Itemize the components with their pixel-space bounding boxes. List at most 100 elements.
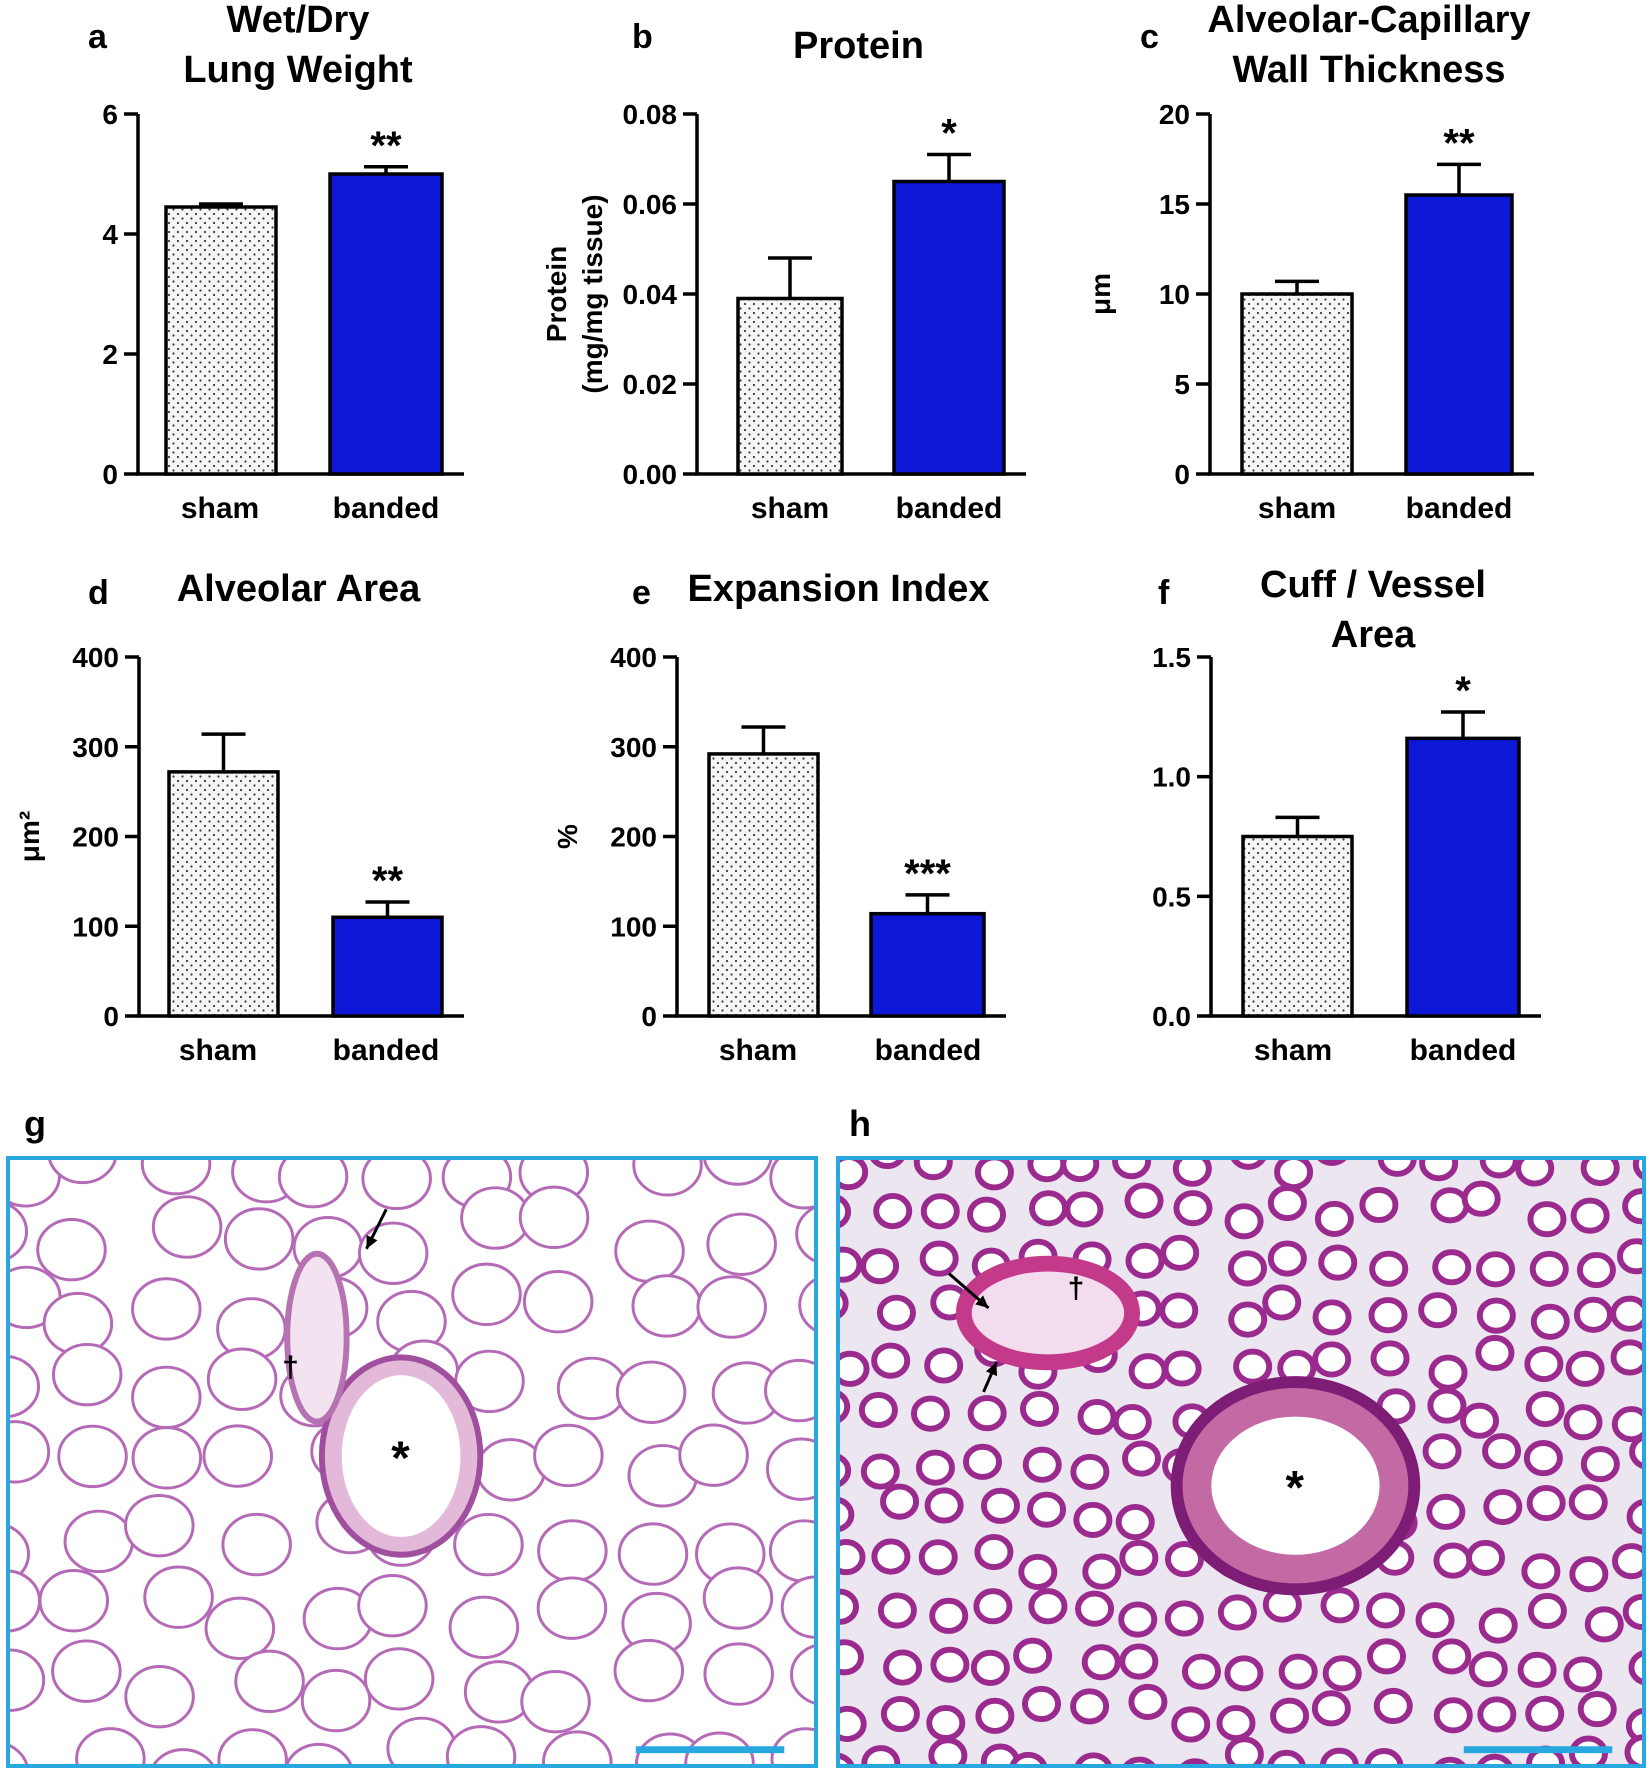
alveolus (1521, 1553, 1561, 1590)
alveolus (1180, 1758, 1210, 1764)
alveolus (1021, 1685, 1062, 1723)
alveolus (918, 1539, 958, 1576)
alveolus (1009, 1751, 1047, 1764)
alveolus (1433, 1542, 1473, 1579)
alveolus (876, 1294, 916, 1331)
alveolus (363, 1647, 435, 1711)
alveolus (124, 1664, 195, 1729)
y-tick-label-e: 200 (610, 822, 657, 853)
x-tick-label-f: banded (1410, 1034, 1517, 1067)
alveolus (930, 1646, 970, 1683)
alveolus (1171, 1706, 1211, 1743)
alveolus (790, 1644, 814, 1705)
alveolus (798, 1278, 814, 1332)
y-tick-label-f: 1.5 (1152, 642, 1191, 673)
alveolus (1159, 1292, 1199, 1329)
alveolus (920, 1193, 960, 1230)
alveolus (1270, 1697, 1310, 1734)
alveolus (926, 1704, 966, 1742)
chart-title-f: Area (1331, 614, 1416, 656)
alveolus (877, 1592, 917, 1629)
alveolus (300, 1668, 372, 1733)
alveolus (703, 1160, 773, 1186)
alveolus (678, 1423, 749, 1487)
y-tick-label-c: 20 (1159, 99, 1190, 130)
y-axis-label-d: μm² (14, 811, 45, 862)
alveolus (1622, 1188, 1642, 1225)
alveolus (1468, 1651, 1508, 1688)
alveolus (1628, 1650, 1642, 1685)
cuff-arrowhead (366, 1235, 378, 1249)
alveolus (873, 1192, 913, 1230)
alveolus (1022, 1446, 1062, 1483)
alveolus (1482, 1433, 1522, 1470)
chart-title-b: Protein (793, 25, 924, 67)
alveolus (451, 1262, 522, 1327)
chart-c: c Alveolar-Capillary Wall Thickness 0 5 10 15 2… (1085, 0, 1534, 525)
panel-label-g: g (24, 1103, 46, 1144)
alveolus (75, 1727, 146, 1764)
vessel-wall (955, 1255, 1141, 1371)
alveolus (929, 1597, 969, 1634)
bar-e-banded (869, 911, 986, 1018)
alveolus (1523, 1440, 1563, 1477)
alveolus (10, 1355, 40, 1418)
y-axis-label-b: Protein (541, 246, 572, 342)
alveolus (1267, 1749, 1306, 1764)
alveolus (632, 1160, 703, 1197)
bar-b-sham (736, 296, 844, 476)
alveolus (357, 1573, 428, 1638)
alveolus (840, 1705, 867, 1742)
panel-label-d: d (88, 574, 109, 612)
alveolus (285, 1742, 352, 1764)
alveolus (975, 1697, 1015, 1734)
alveolus (1075, 1752, 1112, 1764)
alveolus (1233, 1348, 1273, 1385)
vessel-wall (284, 1250, 350, 1425)
alveolus (1216, 1705, 1256, 1742)
chart-f: f Cuff / Vessel Area 0.0 0.5 1.0 1.5 sham * bande… (1152, 564, 1541, 1067)
y-tick-label-d: 100 (72, 911, 119, 942)
bar-f-sham (1241, 834, 1354, 1018)
bar-f-banded (1405, 736, 1521, 1018)
alveolus (1312, 1341, 1352, 1378)
chart-title-e: Expansion Index (688, 568, 990, 610)
alveolus (858, 1392, 898, 1429)
x-tick-label-f: sham (1254, 1034, 1332, 1067)
alveolus (151, 1195, 223, 1259)
alveolus (1274, 1160, 1314, 1191)
alveolus (1029, 1190, 1069, 1227)
alveolus (1164, 1541, 1205, 1578)
alveolus (871, 1538, 911, 1575)
alveolus (973, 1588, 1013, 1625)
alveolus (10, 1648, 46, 1712)
alveolus (1370, 1340, 1410, 1377)
histology-image-sham: * † (6, 1156, 818, 1768)
y-tick-label-b: 0.02 (623, 369, 678, 400)
x-tick-label-e: sham (719, 1034, 797, 1067)
bar-c-sham (1240, 292, 1354, 476)
alveolus (1611, 1406, 1642, 1443)
alveolus (1318, 1244, 1358, 1281)
x-tick-label-d: sham (179, 1034, 257, 1067)
alveolus (1565, 1350, 1605, 1387)
alveolus (840, 1454, 852, 1487)
alveolus (871, 1342, 911, 1379)
y-tick-label-a: 4 (102, 219, 118, 250)
x-tick-label-b: sham (751, 492, 829, 525)
y-tick-label-d: 0 (103, 1001, 119, 1032)
alveolus (840, 1539, 866, 1576)
alveolus (1570, 1197, 1610, 1234)
alveolus (1320, 1587, 1360, 1624)
alveolus (1427, 1387, 1467, 1424)
alveolus (1517, 1651, 1557, 1688)
alveolus (1075, 1590, 1115, 1627)
alveolus (924, 1487, 964, 1524)
x-tick-label-c: sham (1258, 492, 1336, 525)
alveolus (556, 1356, 628, 1421)
alveolus (770, 1727, 814, 1764)
alveolus (1580, 1446, 1620, 1483)
cuff-arrowhead (985, 1362, 998, 1377)
y-tick-label-b: 0.06 (623, 189, 678, 220)
alveolus (131, 1365, 202, 1430)
